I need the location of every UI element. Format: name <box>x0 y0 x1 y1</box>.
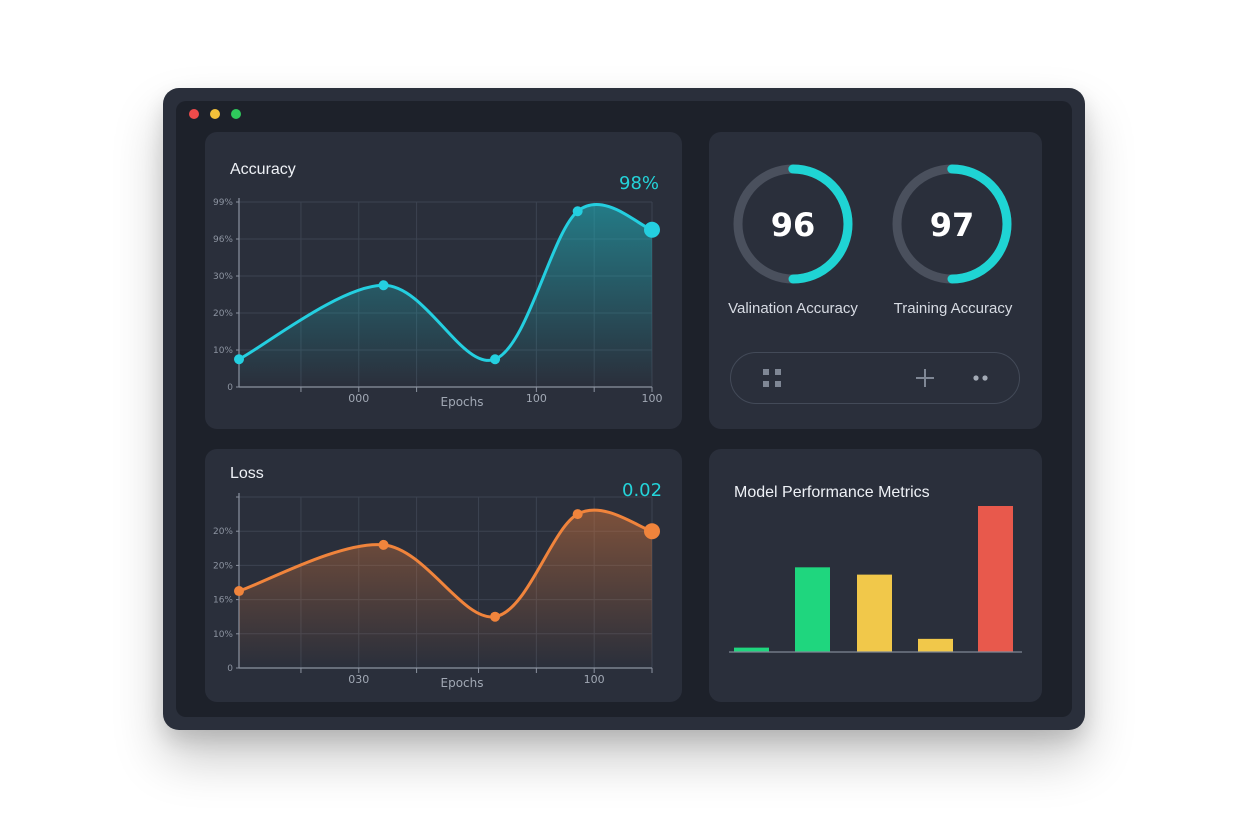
loss-title: Loss <box>230 465 264 482</box>
y-tick-label: 10% <box>213 630 233 640</box>
metrics-bar-chart <box>729 506 1022 653</box>
data-point <box>572 509 583 520</box>
control-bar <box>730 352 1020 404</box>
loss-value: 0.02 <box>622 480 663 501</box>
metric-bar <box>978 506 1013 652</box>
y-tick-label: 16% <box>213 596 233 606</box>
loss-panel: Loss 0.02 20% 20% 16% 10% 0 030 100 Epochs <box>205 449 682 702</box>
y-tick-label: 0 <box>227 383 233 393</box>
grid-icon[interactable] <box>762 368 781 387</box>
gauge-value: 97 <box>930 206 975 244</box>
data-point <box>378 539 389 550</box>
series-line <box>238 203 653 362</box>
close-window-button[interactable] <box>189 109 199 119</box>
metrics-title: Model Performance Metrics <box>734 484 930 501</box>
metric-bar <box>795 567 830 652</box>
data-point <box>572 206 583 217</box>
x-tick-label: 000 <box>348 392 369 405</box>
y-tick-label: 30% <box>213 272 233 282</box>
y-tick-label: 20% <box>213 527 233 537</box>
gauges: 96 97 <box>733 164 1012 284</box>
gauges-panel: 96 97 Valination Accuracy Training Accura… <box>709 132 1042 429</box>
data-point <box>234 354 244 365</box>
metrics-panel: Model Performance Metrics <box>709 449 1042 702</box>
y-tick-label: 99% <box>213 198 233 208</box>
gauge-progress-arc <box>892 164 1012 284</box>
more-icon[interactable] <box>972 374 988 381</box>
training-accuracy-label: Training Accuracy <box>893 300 1013 317</box>
metric-bar <box>857 574 892 652</box>
accuracy-panel: Accuracy 98% 99% 96% 30% 20% 10% 0 000 100 100 Ep… <box>205 132 682 429</box>
data-point <box>644 523 660 540</box>
area-fill <box>239 204 652 387</box>
y-tick-label: 0 <box>227 664 233 674</box>
x-tick-label: 100 <box>584 673 605 686</box>
accuracy-title: Accuracy <box>230 161 296 178</box>
app-window: Accuracy 98% 99% 96% 30% 20% 10% 0 000 100 100 Ep… <box>163 88 1085 730</box>
x-axis-title: Epochs <box>441 676 484 690</box>
y-tick-label: 20% <box>213 309 233 319</box>
x-tick-label: 100 <box>642 392 663 405</box>
validation-accuracy-label: Valination Accuracy <box>728 300 858 317</box>
y-tick-label: 96% <box>213 235 233 245</box>
x-tick-label: 100 <box>526 392 547 405</box>
data-point <box>490 354 501 365</box>
x-axis-title: Epochs <box>441 395 484 409</box>
data-point <box>234 586 244 597</box>
plus-icon[interactable] <box>915 368 934 387</box>
minimize-window-button[interactable] <box>210 109 220 119</box>
data-point <box>378 280 389 291</box>
y-tick-label: 10% <box>213 346 233 356</box>
metric-bar <box>918 638 953 652</box>
data-point <box>490 611 501 622</box>
metric-bar <box>734 647 769 652</box>
x-tick-label: 030 <box>348 673 369 686</box>
y-tick-label: 20% <box>213 561 233 571</box>
gauge-progress-arc <box>733 164 853 284</box>
data-point <box>644 221 660 238</box>
area-fill <box>239 510 652 668</box>
maximize-window-button[interactable] <box>231 109 241 119</box>
window-content: Accuracy 98% 99% 96% 30% 20% 10% 0 000 100 100 Ep… <box>176 101 1072 717</box>
gauge-value: 96 <box>771 206 816 244</box>
loss-chart: 20% 20% 16% 10% 0 030 100 Epochs <box>213 493 660 690</box>
accuracy-value: 98% <box>619 173 660 194</box>
